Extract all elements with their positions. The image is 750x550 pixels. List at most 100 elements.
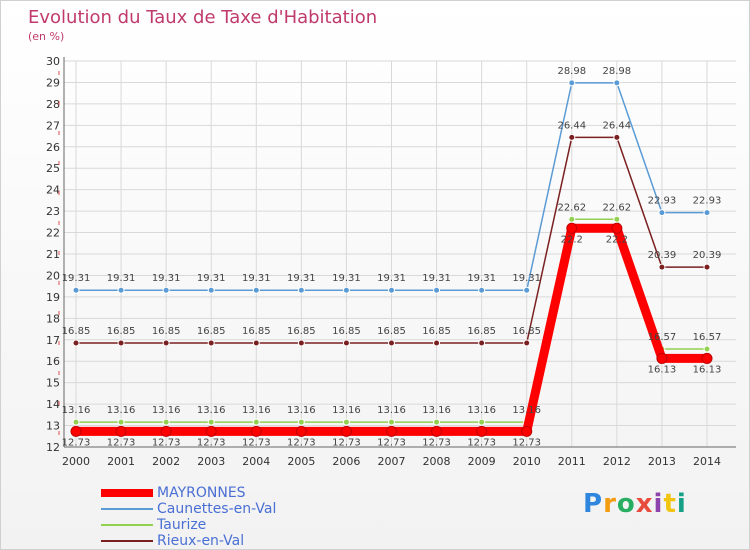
data-point (162, 339, 170, 347)
data-point (703, 263, 711, 271)
legend-swatch (101, 489, 153, 497)
data-label: 22.2 (606, 234, 628, 245)
y-tick-label: 14 (46, 398, 60, 411)
y-tick-label: 25 (46, 162, 60, 175)
data-point (205, 425, 217, 437)
logo-letter: t (663, 489, 677, 519)
x-tick-label: 2009 (468, 455, 496, 468)
data-point (297, 286, 305, 294)
legend-swatch (101, 540, 153, 542)
data-point (207, 418, 215, 426)
data-point (433, 418, 441, 426)
y-tick-label: 18 (46, 312, 60, 325)
x-tick-label: 2010 (513, 455, 541, 468)
logo-letter: x (635, 489, 654, 519)
data-point (117, 286, 125, 294)
logo-letter: P (583, 489, 604, 519)
x-tick-label: 2012 (603, 455, 631, 468)
data-point (478, 339, 486, 347)
y-tick-label: 15 (46, 377, 60, 390)
data-label: 19.31 (332, 273, 361, 284)
data-point (295, 425, 307, 437)
data-point (388, 339, 395, 347)
logo-letter: i (653, 489, 664, 519)
logo-letter: i (676, 489, 687, 519)
data-label: 16.85 (242, 326, 271, 337)
data-label: 19.31 (242, 273, 271, 284)
y-tick-label: 21 (46, 248, 60, 261)
data-point (72, 339, 80, 347)
y-tick-label: 17 (46, 334, 60, 347)
data-point (568, 133, 576, 141)
x-tick-label: 2008 (423, 455, 451, 468)
y-tick-label: 24 (46, 184, 60, 197)
x-tick-label: 2005 (287, 455, 315, 468)
data-point (386, 425, 397, 437)
legend-label: MAYRONNES (157, 485, 246, 501)
data-point (117, 339, 125, 347)
data-point (70, 425, 82, 437)
data-point (160, 425, 172, 437)
x-tick-label: 2004 (242, 455, 270, 468)
data-label: 12.73 (467, 437, 496, 448)
data-label: 16.13 (693, 364, 722, 375)
y-tick-label: 28 (46, 98, 60, 111)
data-label: 16.85 (287, 326, 316, 337)
y-tick-label: 30 (46, 55, 60, 68)
data-label: 20.39 (648, 250, 677, 261)
data-label: 19.31 (62, 273, 91, 284)
y-tick-label: 12 (46, 441, 60, 454)
data-label: 12.73 (512, 437, 541, 448)
y-tick-label: 23 (46, 205, 60, 218)
data-label: 12.73 (287, 437, 316, 448)
y-tick-label: 19 (46, 291, 60, 304)
data-label: 12.73 (422, 437, 451, 448)
data-label: 16.85 (332, 326, 361, 337)
data-point (656, 352, 668, 364)
data-point (342, 418, 350, 426)
data-label: 19.31 (152, 273, 181, 284)
x-tick-label: 2002 (152, 455, 180, 468)
data-label: 19.31 (197, 273, 226, 284)
legend-label: Caunettes-en-Val (157, 501, 277, 517)
x-tick-label: 2006 (332, 455, 360, 468)
data-point (162, 418, 170, 426)
data-label: 28.98 (557, 66, 586, 77)
data-label: 13.16 (287, 405, 316, 416)
data-label: 22.62 (557, 202, 586, 213)
data-label: 26.44 (603, 120, 632, 131)
data-point (523, 286, 531, 294)
x-tick-label: 2013 (648, 455, 676, 468)
data-point (613, 133, 621, 141)
data-point (478, 418, 486, 426)
data-label: 19.31 (287, 273, 316, 284)
y-tick-label: 13 (46, 420, 60, 433)
data-label: 13.16 (512, 405, 541, 416)
data-point (431, 425, 443, 437)
data-label: 13.16 (332, 405, 361, 416)
data-label: 13.16 (107, 405, 136, 416)
y-tick-label: 20 (46, 269, 60, 282)
data-label: 12.73 (152, 437, 181, 448)
legend-label: Taurize (157, 517, 207, 533)
data-label: 12.73 (62, 437, 91, 448)
chart-title: Evolution du Taux de Taxe d'Habitation (28, 7, 378, 28)
data-point (476, 425, 488, 437)
data-label: 22.2 (561, 234, 583, 245)
data-label: 19.31 (107, 273, 136, 284)
data-label: 16.85 (377, 326, 406, 337)
data-point (252, 339, 260, 347)
data-point (703, 209, 711, 217)
data-label: 12.73 (377, 437, 406, 448)
data-point (611, 222, 623, 234)
x-tick-label: 2011 (558, 455, 586, 468)
data-label: 13.16 (422, 405, 451, 416)
data-point (117, 418, 125, 426)
data-point (207, 339, 215, 347)
data-label: 16.85 (62, 326, 91, 337)
legend-swatch (101, 524, 153, 526)
data-point (433, 339, 441, 347)
data-point (613, 79, 621, 87)
data-point (521, 425, 533, 437)
